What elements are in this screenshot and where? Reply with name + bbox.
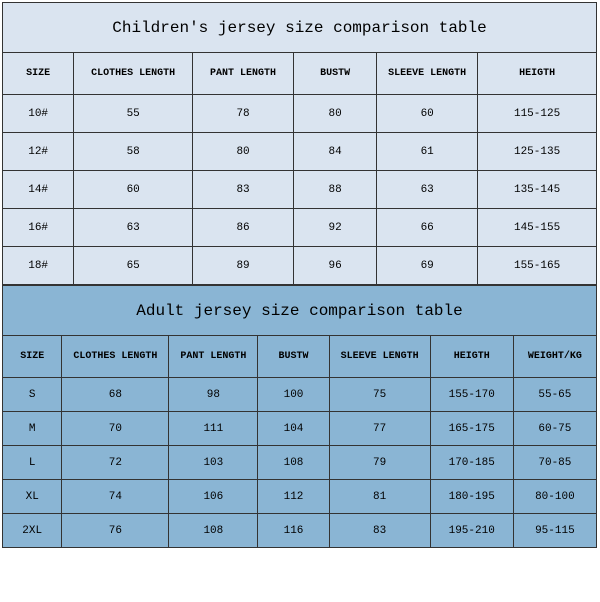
cell: 98 (169, 378, 258, 412)
cell: 74 (62, 480, 169, 514)
cell: 106 (169, 480, 258, 514)
cell: 86 (193, 209, 294, 247)
cell: 125-135 (478, 133, 597, 171)
col-bustw: BUSTW (258, 336, 329, 378)
cell: S (3, 378, 62, 412)
col-size: SIZE (3, 53, 74, 95)
cell: 2XL (3, 514, 62, 548)
cell: 89 (193, 247, 294, 285)
cell: 84 (294, 133, 377, 171)
cell: 180-195 (430, 480, 513, 514)
cell: 60 (74, 171, 193, 209)
cell: 80 (294, 95, 377, 133)
table-row: S 68 98 100 75 155-170 55-65 (3, 378, 597, 412)
cell: 70 (62, 412, 169, 446)
cell: 195-210 (430, 514, 513, 548)
table-row: 12# 58 80 84 61 125-135 (3, 133, 597, 171)
col-weight: WEIGHT/KG (513, 336, 596, 378)
cell: 112 (258, 480, 329, 514)
col-sleeve-length: SLEEVE LENGTH (377, 53, 478, 95)
col-pant-length: PANT LENGTH (193, 53, 294, 95)
adult-table: Adult jersey size comparison table SIZE … (2, 285, 597, 548)
cell: 115-125 (478, 95, 597, 133)
table-row: M 70 111 104 77 165-175 60-75 (3, 412, 597, 446)
col-bustw: BUSTW (294, 53, 377, 95)
children-title-row: Children's jersey size comparison table (3, 3, 597, 53)
cell: 80-100 (513, 480, 596, 514)
table-row: XL 74 106 112 81 180-195 80-100 (3, 480, 597, 514)
cell: 58 (74, 133, 193, 171)
table-row: 2XL 76 108 116 83 195-210 95-115 (3, 514, 597, 548)
cell: 60 (377, 95, 478, 133)
col-sleeve-length: SLEEVE LENGTH (329, 336, 430, 378)
children-table: Children's jersey size comparison table … (2, 2, 597, 285)
cell: 68 (62, 378, 169, 412)
cell: 165-175 (430, 412, 513, 446)
cell: 18# (3, 247, 74, 285)
cell: 55 (74, 95, 193, 133)
adult-header-row: SIZE CLOTHES LENGTH PANT LENGTH BUSTW SL… (3, 336, 597, 378)
cell: 79 (329, 446, 430, 480)
adult-title-row: Adult jersey size comparison table (3, 286, 597, 336)
cell: 80 (193, 133, 294, 171)
cell: 55-65 (513, 378, 596, 412)
cell: 72 (62, 446, 169, 480)
cell: 10# (3, 95, 74, 133)
cell: 63 (74, 209, 193, 247)
cell: 65 (74, 247, 193, 285)
cell: 108 (258, 446, 329, 480)
cell: 95-115 (513, 514, 596, 548)
table-row: 10# 55 78 80 60 115-125 (3, 95, 597, 133)
col-pant-length: PANT LENGTH (169, 336, 258, 378)
cell: 75 (329, 378, 430, 412)
cell: 60-75 (513, 412, 596, 446)
col-clothes-length: CLOTHES LENGTH (62, 336, 169, 378)
cell: 69 (377, 247, 478, 285)
cell: 76 (62, 514, 169, 548)
cell: 61 (377, 133, 478, 171)
cell: 14# (3, 171, 74, 209)
cell: 70-85 (513, 446, 596, 480)
cell: 145-155 (478, 209, 597, 247)
cell: 155-170 (430, 378, 513, 412)
cell: 100 (258, 378, 329, 412)
cell: 116 (258, 514, 329, 548)
children-header-row: SIZE CLOTHES LENGTH PANT LENGTH BUSTW SL… (3, 53, 597, 95)
cell: 16# (3, 209, 74, 247)
size-charts: Children's jersey size comparison table … (2, 2, 597, 548)
cell: 83 (193, 171, 294, 209)
cell: 78 (193, 95, 294, 133)
table-row: 18# 65 89 96 69 155-165 (3, 247, 597, 285)
cell: 63 (377, 171, 478, 209)
col-clothes-length: CLOTHES LENGTH (74, 53, 193, 95)
cell: 88 (294, 171, 377, 209)
col-heigth: HEIGTH (478, 53, 597, 95)
cell: 111 (169, 412, 258, 446)
children-title: Children's jersey size comparison table (3, 3, 597, 53)
cell: XL (3, 480, 62, 514)
cell: 81 (329, 480, 430, 514)
cell: 108 (169, 514, 258, 548)
cell: 104 (258, 412, 329, 446)
cell: M (3, 412, 62, 446)
cell: 170-185 (430, 446, 513, 480)
table-row: L 72 103 108 79 170-185 70-85 (3, 446, 597, 480)
cell: L (3, 446, 62, 480)
cell: 92 (294, 209, 377, 247)
adult-title: Adult jersey size comparison table (3, 286, 597, 336)
cell: 96 (294, 247, 377, 285)
cell: 66 (377, 209, 478, 247)
cell: 83 (329, 514, 430, 548)
cell: 155-165 (478, 247, 597, 285)
cell: 77 (329, 412, 430, 446)
col-heigth: HEIGTH (430, 336, 513, 378)
cell: 103 (169, 446, 258, 480)
col-size: SIZE (3, 336, 62, 378)
table-row: 16# 63 86 92 66 145-155 (3, 209, 597, 247)
cell: 12# (3, 133, 74, 171)
table-row: 14# 60 83 88 63 135-145 (3, 171, 597, 209)
cell: 135-145 (478, 171, 597, 209)
